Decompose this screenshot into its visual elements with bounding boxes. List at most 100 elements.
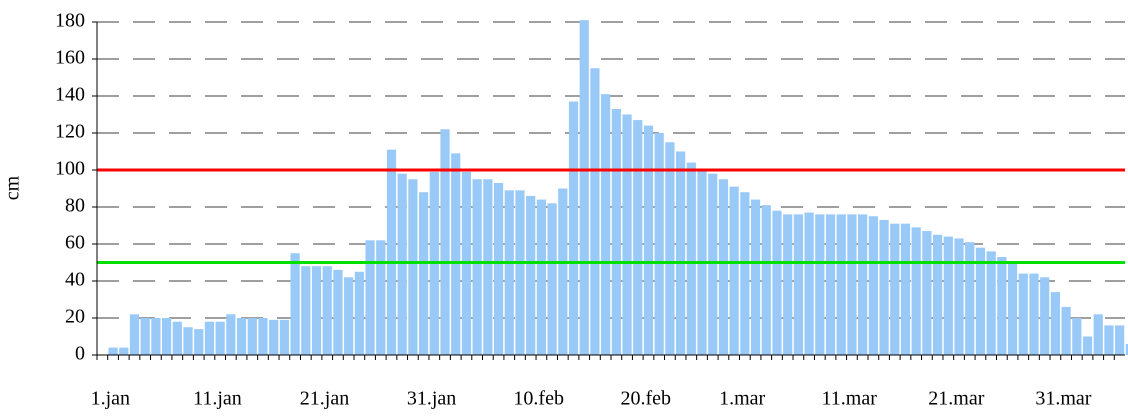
bar (108, 347, 118, 355)
bar (868, 216, 878, 355)
bar (183, 327, 193, 355)
bar (451, 153, 461, 355)
x-tick-label: 11.jan (193, 388, 242, 410)
bar (119, 347, 129, 355)
y-tick-label: 40 (65, 269, 85, 291)
y-tick-label: 140 (55, 84, 85, 106)
bar (675, 151, 686, 355)
bar (922, 231, 932, 355)
y-tick-label: 120 (55, 121, 85, 143)
bar (526, 195, 536, 355)
bar (483, 179, 493, 355)
bar (1093, 314, 1103, 355)
bar (847, 214, 857, 355)
bar (1040, 277, 1050, 355)
bar (975, 247, 986, 355)
bar (344, 277, 354, 355)
bar (900, 223, 911, 355)
bar (815, 214, 825, 355)
bar (932, 234, 943, 355)
bar (322, 266, 332, 355)
bar (279, 319, 290, 355)
bar (536, 199, 547, 355)
y-axis-label: cm (2, 175, 24, 200)
bar (804, 212, 814, 355)
bar (311, 266, 322, 355)
bar (965, 242, 975, 355)
bar (1082, 336, 1093, 355)
bar (397, 173, 407, 355)
bar (558, 188, 568, 355)
bar (472, 179, 482, 355)
bar (579, 20, 589, 356)
x-tick-label: 1.mar (719, 388, 765, 410)
bar (622, 114, 632, 355)
bar (568, 101, 579, 355)
bar (547, 203, 557, 355)
bar (740, 192, 750, 355)
bar (290, 253, 300, 355)
bar (665, 142, 675, 355)
bar (1050, 292, 1061, 355)
bar (493, 182, 504, 355)
bar (129, 314, 140, 355)
bar (761, 205, 771, 355)
bar (654, 133, 664, 355)
y-tick-label: 160 (55, 47, 85, 69)
y-tick-label: 20 (65, 306, 85, 328)
bar (1125, 343, 1128, 355)
bar (408, 179, 418, 355)
bar (911, 227, 921, 355)
bar (718, 179, 729, 355)
bar (1007, 262, 1018, 355)
bar (418, 192, 429, 355)
bar (215, 321, 225, 355)
bar (204, 321, 215, 355)
bar (1029, 273, 1039, 355)
bar (954, 238, 964, 355)
x-tick-label: 11.mar (822, 388, 878, 410)
bar (333, 269, 343, 355)
bar (836, 214, 846, 355)
bar (1072, 318, 1082, 355)
bar (997, 256, 1007, 355)
bar (258, 318, 268, 355)
x-tick-label: 10.feb (513, 388, 564, 410)
x-tick-label: 31.mar (1035, 388, 1091, 410)
bar (783, 214, 793, 355)
bar (140, 318, 150, 355)
bar (1018, 273, 1028, 355)
x-tick-label: 21.mar (928, 388, 984, 410)
bar (611, 108, 621, 355)
bar (825, 214, 836, 355)
bar (151, 318, 161, 355)
bar (601, 94, 611, 356)
bar (161, 318, 172, 355)
bar (879, 219, 889, 355)
x-tick-label: 1.jan (91, 388, 130, 410)
bar (729, 186, 739, 355)
bar (1115, 325, 1125, 355)
x-tick-label: 21.jan (300, 388, 349, 410)
bar (440, 129, 450, 355)
x-tick-label: 20.feb (620, 388, 671, 410)
bar (633, 120, 643, 355)
bar (269, 319, 279, 355)
bar (686, 162, 696, 355)
bar (1061, 306, 1071, 355)
bar (986, 251, 996, 355)
bar (172, 321, 182, 355)
y-tick-label: 0 (75, 343, 85, 365)
bar (1104, 325, 1114, 355)
bar (354, 271, 364, 355)
bar (708, 173, 718, 355)
bar (590, 68, 600, 355)
bar (772, 210, 782, 355)
bar (793, 214, 804, 355)
bar (750, 199, 761, 355)
y-tick-label: 60 (65, 232, 85, 254)
x-tick-label: 31.jan (407, 388, 456, 410)
bar (301, 266, 311, 355)
bar (365, 240, 375, 355)
